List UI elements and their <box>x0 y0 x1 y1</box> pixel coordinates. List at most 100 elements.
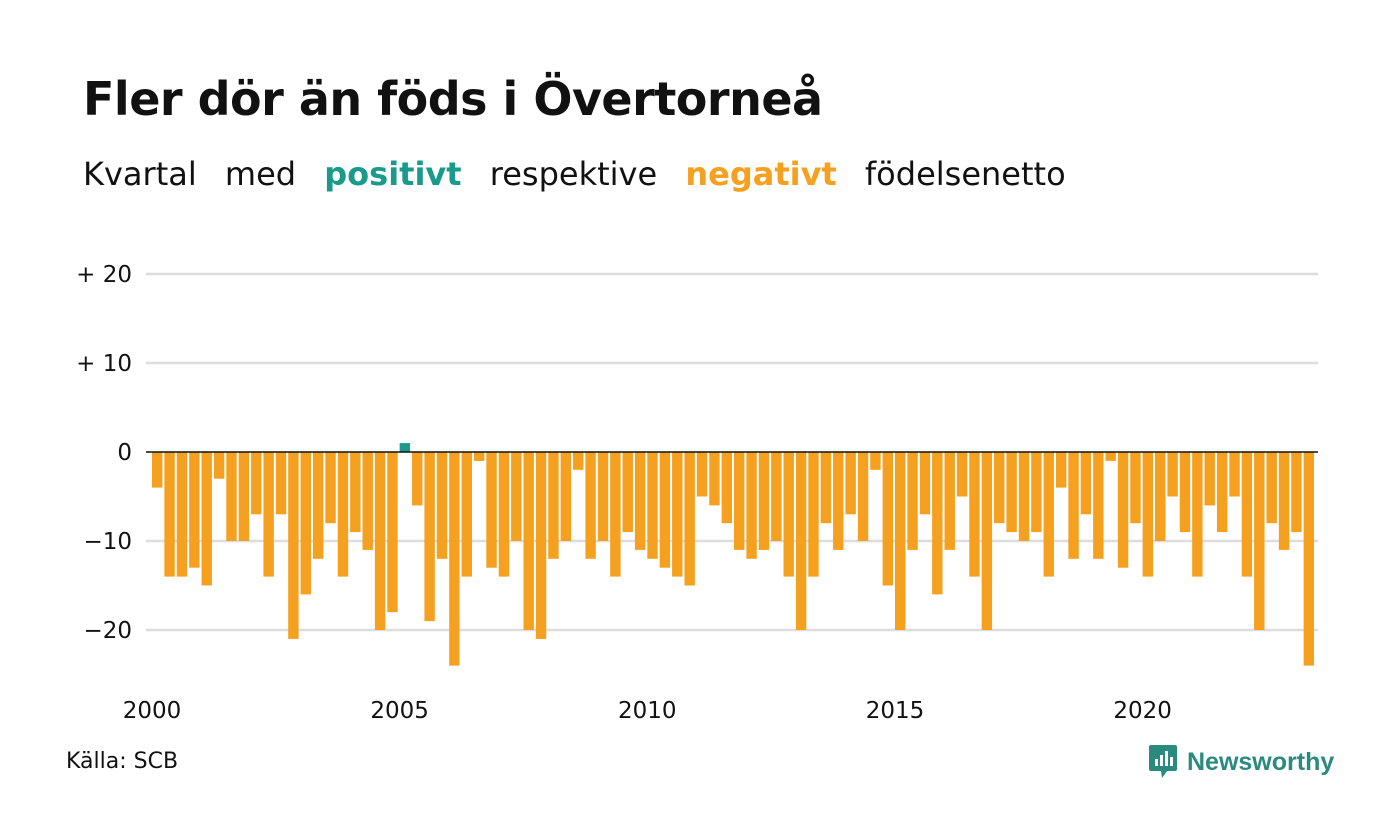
bar <box>882 452 893 586</box>
bar <box>251 452 262 515</box>
x-tick-label: 2005 <box>370 698 429 724</box>
bar <box>1229 452 1240 497</box>
subtitle-word: respektive <box>489 155 658 193</box>
x-axis-labels: 2000 2005 2010 2015 2020 <box>123 698 1172 724</box>
bar <box>1043 452 1054 577</box>
bar <box>709 452 720 506</box>
bar <box>1093 452 1104 559</box>
bar <box>164 452 175 577</box>
bar <box>597 452 609 541</box>
bar <box>1254 452 1265 630</box>
bar <box>1303 452 1315 666</box>
x-tick-label: 2010 <box>618 698 677 724</box>
y-tick-label: −20 <box>83 618 132 644</box>
bar <box>746 452 757 559</box>
bar <box>721 452 733 524</box>
bar <box>622 452 633 533</box>
bar <box>1018 452 1030 541</box>
bar <box>795 452 807 630</box>
bar <box>1006 452 1017 533</box>
subtitle-word: med <box>224 155 297 193</box>
x-tick-label: 2015 <box>866 698 925 724</box>
bar <box>548 452 559 559</box>
bar <box>1216 452 1228 533</box>
bar <box>771 452 782 541</box>
bar <box>288 452 299 639</box>
bar <box>1167 452 1178 497</box>
bar <box>956 452 968 497</box>
bar <box>932 452 943 595</box>
bar <box>424 452 435 622</box>
y-tick-label: −10 <box>83 529 132 555</box>
bar <box>634 452 646 550</box>
subtitle-word: Kvartal <box>83 155 197 193</box>
bar <box>1142 452 1154 577</box>
y-tick-label: + 10 <box>76 351 132 377</box>
bar <box>238 452 250 541</box>
bar <box>523 452 534 630</box>
subtitle-positive-label: positivt <box>324 155 462 193</box>
brand-logo: Newsworthy <box>1148 744 1334 780</box>
bar <box>994 452 1005 524</box>
bar <box>486 452 497 568</box>
bar <box>152 452 163 488</box>
bar <box>734 452 745 550</box>
bar <box>969 452 980 577</box>
newsworthy-logo-icon <box>1149 745 1177 778</box>
bar <box>857 452 869 541</box>
bar <box>399 443 411 452</box>
bar <box>610 452 621 577</box>
bar <box>176 452 188 577</box>
bar <box>387 452 398 613</box>
bar <box>498 452 510 577</box>
bar <box>808 452 819 577</box>
x-tick-label: 2000 <box>123 698 182 724</box>
bar <box>374 452 386 630</box>
bar <box>189 452 200 568</box>
bar <box>696 452 708 497</box>
bar <box>845 452 856 515</box>
y-tick-label: 0 <box>117 440 132 466</box>
bar <box>1105 452 1116 461</box>
y-axis-labels: + 20 + 10 0 −10 −20 <box>76 262 132 644</box>
bar <box>449 452 460 666</box>
bar <box>1068 452 1079 559</box>
bar <box>1291 452 1302 533</box>
bar <box>362 452 373 550</box>
bar <box>783 452 794 577</box>
bar <box>1204 452 1215 506</box>
bar <box>1117 452 1129 568</box>
bar <box>672 452 683 577</box>
bar <box>1055 452 1067 488</box>
bar <box>412 452 423 506</box>
source-note: Källa: SCB <box>66 749 179 774</box>
bar <box>560 452 572 541</box>
bar <box>325 452 336 524</box>
bar <box>833 452 844 550</box>
bar <box>263 452 274 577</box>
bar <box>275 452 287 515</box>
bar <box>820 452 832 524</box>
bar <box>758 452 770 550</box>
bar <box>473 452 485 461</box>
chart-title: Fler dör än föds i Övertorneå <box>83 72 823 126</box>
bar <box>1155 452 1166 541</box>
bar <box>573 452 584 470</box>
bar <box>894 452 906 630</box>
bar <box>944 452 955 550</box>
bar <box>312 452 324 559</box>
bar <box>981 452 993 630</box>
brand-name: Newsworthy <box>1187 747 1335 776</box>
bar <box>350 452 361 533</box>
bar <box>1241 452 1253 577</box>
bar <box>585 452 596 559</box>
bar <box>659 452 671 568</box>
y-tick-label: + 20 <box>76 262 132 288</box>
bar <box>1179 452 1191 533</box>
bar <box>1130 452 1141 524</box>
bar <box>919 452 931 515</box>
bar <box>337 452 349 577</box>
bar <box>1278 452 1290 550</box>
subtitle-word: födelsenetto <box>864 155 1066 193</box>
